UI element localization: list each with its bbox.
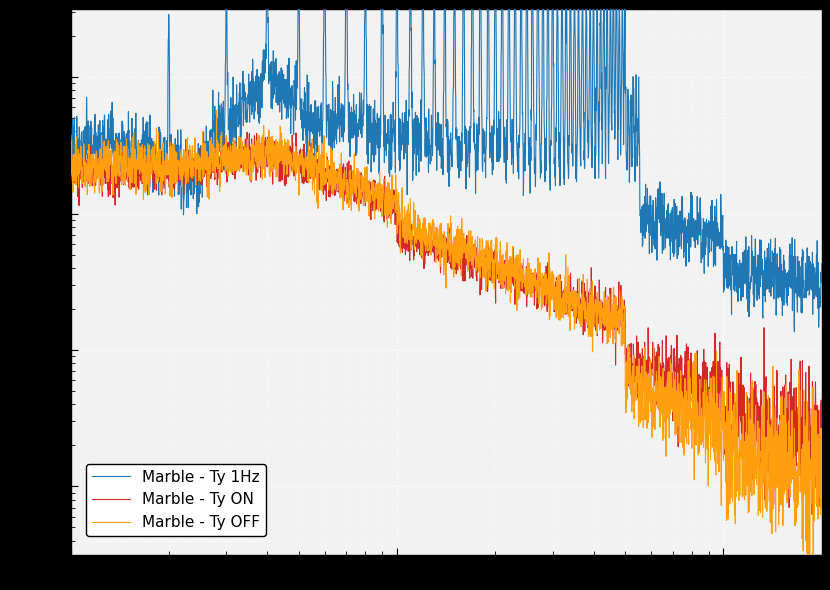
Marble - Ty ON (721, 428, 731, 435)
Line: Marble - Ty 1Hz: Marble - Ty 1Hz (71, 0, 822, 332)
Marble - Ty ON (817, 461, 827, 468)
Marble - Ty ON (242, 129, 252, 136)
Marble - Ty OFF (212, 107, 222, 114)
Marble - Ty 1Hz (196, 142, 206, 149)
Line: Marble - Ty ON: Marble - Ty ON (71, 132, 822, 516)
Marble - Ty ON (387, 197, 397, 204)
Marble - Ty 1Hz (789, 329, 799, 336)
Line: Marble - Ty OFF: Marble - Ty OFF (71, 110, 822, 571)
Marble - Ty OFF (196, 160, 206, 168)
Marble - Ty OFF (803, 568, 813, 575)
Marble - Ty ON (803, 431, 813, 438)
Marble - Ty 1Hz (721, 272, 731, 279)
Marble - Ty OFF (721, 438, 731, 445)
Marble - Ty 1Hz (66, 138, 76, 145)
Marble - Ty 1Hz (817, 260, 827, 267)
Marble - Ty ON (151, 172, 161, 179)
Marble - Ty OFF (66, 122, 76, 129)
Marble - Ty OFF (803, 448, 813, 455)
Marble - Ty ON (354, 190, 364, 197)
Marble - Ty 1Hz (386, 166, 396, 173)
Legend: Marble - Ty 1Hz, Marble - Ty ON, Marble - Ty OFF: Marble - Ty 1Hz, Marble - Ty ON, Marble … (85, 464, 266, 536)
Marble - Ty 1Hz (803, 287, 813, 294)
Marble - Ty OFF (354, 196, 364, 203)
Marble - Ty 1Hz (151, 172, 161, 179)
Marble - Ty ON (801, 513, 811, 520)
Marble - Ty ON (196, 178, 206, 185)
Marble - Ty 1Hz (354, 116, 364, 123)
Marble - Ty OFF (817, 505, 827, 512)
Marble - Ty ON (66, 161, 76, 168)
Marble - Ty OFF (387, 192, 397, 199)
Marble - Ty OFF (151, 180, 161, 187)
